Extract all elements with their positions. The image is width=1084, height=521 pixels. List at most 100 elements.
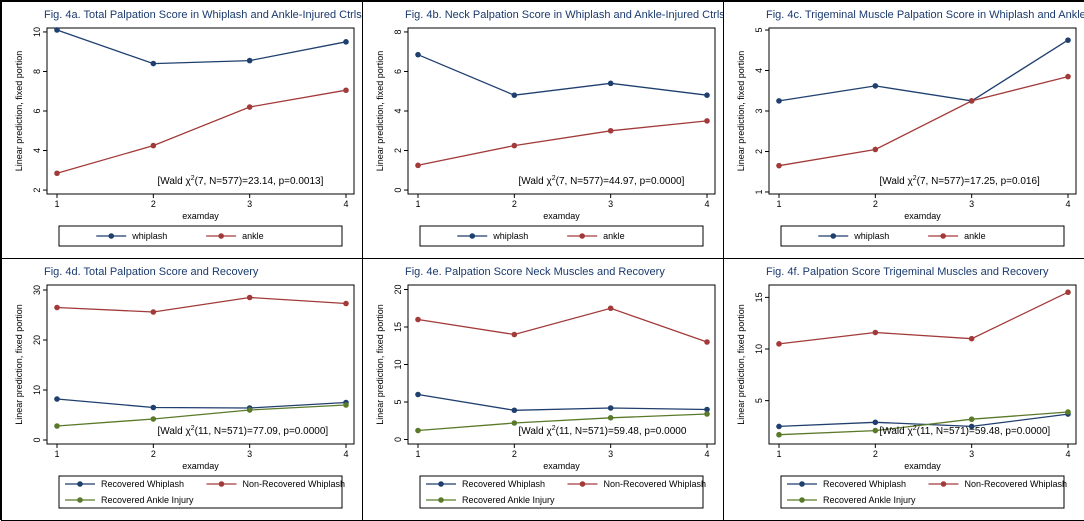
data-point [704,118,710,124]
plot-frame [46,27,355,195]
legend-marker-3 [438,497,444,503]
x-tick-label: 4 [343,199,348,209]
x-tick-label: 1 [54,199,59,209]
data-point [415,162,421,169]
chart-title: Fig. 4d. Total Palpation Score and Recov… [44,266,259,278]
plot-frame [768,284,1077,445]
x-axis-label: examday [182,211,219,221]
y-tick-label: 10 [754,344,764,354]
series-line-3 [56,404,347,427]
data-point [872,83,879,89]
data-point [150,309,157,315]
data-point [511,331,518,338]
series-line-1 [778,39,1069,102]
x-tick-label: 4 [343,449,348,459]
y-axis-label: Linear prediction, fixed portion [14,51,24,172]
data-point [415,316,421,323]
y-tick-label: 4 [754,68,764,73]
legend-label-3: Recovered Ankle Injury [823,495,916,505]
legend-label-1: Recovered Whiplash [101,479,184,489]
x-tick-label: 3 [247,199,252,209]
data-point [511,142,518,149]
chart-panel-1: Fig. 4a. Total Palpation Score in Whipla… [1,1,363,259]
chart-svg-1: Fig. 4a. Total Palpation Score in Whipla… [14,9,362,247]
legend-box [780,475,1065,509]
legend-label-2: Non-Recovered Whiplash [965,479,1068,489]
data-point [607,405,614,411]
data-point [607,80,614,87]
data-point [511,92,518,98]
legend-box [419,225,704,247]
series-line-2 [417,120,708,166]
legend-label-1: whiplash [853,231,889,241]
data-point [607,414,614,421]
legend-label-1: whiplash [131,231,167,241]
legend-marker-2 [940,481,947,487]
data-point [415,427,421,434]
y-tick-label: 10 [393,359,403,369]
wald-annotation: [Wald χ2(7, N=577)=44.97, p=0.0000] [519,175,685,187]
x-tick-label: 3 [608,199,613,209]
legend-label-1: whiplash [492,231,528,241]
x-tick-label: 1 [54,449,59,459]
data-point [150,404,157,411]
chart-svg-6: Fig. 4f. Palpation Score Trigeminal Musc… [736,266,1077,509]
x-tick-label: 3 [969,199,974,209]
legend-label-2: ankle [964,231,986,241]
legend-marker-2 [579,481,586,487]
legend-marker-2 [218,233,224,239]
data-point [343,402,349,408]
y-axis-label: Linear prediction, fixed portion [736,304,746,425]
y-tick-label: 10 [32,385,42,395]
y-tick-label: 30 [32,285,42,295]
chart-title: Fig. 4b. Neck Palpation Score in Whiplas… [405,9,723,21]
data-point [343,300,349,307]
data-point [511,407,518,414]
x-tick-label: 2 [512,199,517,209]
data-point [150,60,157,67]
y-tick-label: 2 [393,148,403,153]
x-tick-label: 4 [1065,449,1070,459]
x-tick-label: 3 [247,449,252,459]
data-point [968,416,975,423]
x-axis-label: examday [904,211,941,221]
data-point [415,51,421,58]
wald-annotation: [Wald χ2(11, N=571)=59.48, p=0.0000 [519,425,687,437]
data-point [872,329,879,336]
series-line-1 [56,398,347,409]
y-tick-label: 0 [32,437,42,442]
y-tick-label: 4 [393,108,403,113]
x-axis-label: examday [904,461,941,471]
plot-frame [46,284,355,445]
y-tick-label: 0 [393,437,403,442]
x-tick-label: 1 [776,199,781,209]
data-point [246,294,253,301]
legend-marker-1 [799,481,805,487]
chart-svg-4: Fig. 4d. Total Palpation Score and Recov… [14,266,355,509]
chart-title: Fig. 4a. Total Palpation Score in Whipla… [44,9,362,21]
data-point [776,431,782,438]
x-tick-label: 2 [512,449,517,459]
x-tick-label: 1 [776,449,781,459]
y-tick-label: 15 [393,322,403,332]
y-tick-label: 5 [393,399,403,404]
series-line-2 [778,75,1069,167]
data-point [607,127,614,134]
x-tick-label: 4 [704,449,709,459]
y-tick-label: 8 [32,69,42,74]
data-point [607,305,614,312]
data-point [968,98,975,104]
chart-panel-3: Fig. 4c. Trigeminal Muscle Palpation Sco… [723,1,1084,259]
data-point [704,406,710,413]
x-tick-label: 3 [969,449,974,459]
data-point [1065,37,1071,43]
legend-box [58,225,343,247]
data-point [776,162,782,169]
legend-marker-3 [799,497,805,503]
wald-annotation: [Wald χ2(7, N=577)=17.25, p=0.016] [880,175,1040,187]
legend-marker-1 [830,233,837,239]
chart-svg-5: Fig. 4e. Palpation Score Neck Muscles an… [375,266,716,509]
x-tick-label: 2 [151,199,156,209]
series-line-2 [56,89,347,174]
legend-label-3: Recovered Ankle Injury [101,495,194,505]
